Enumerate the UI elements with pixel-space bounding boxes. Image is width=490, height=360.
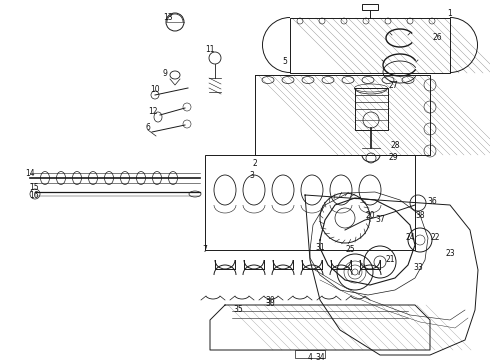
Text: 23: 23 — [445, 248, 455, 257]
Text: 25: 25 — [345, 246, 355, 255]
Text: 3: 3 — [249, 171, 254, 180]
Text: 30: 30 — [265, 298, 275, 307]
Bar — [290, 18, 450, 73]
Text: 30: 30 — [265, 296, 275, 305]
Text: 21: 21 — [385, 256, 395, 265]
Bar — [205, 155, 415, 250]
Text: 36: 36 — [427, 198, 437, 207]
Text: 15: 15 — [29, 184, 39, 193]
Text: 10: 10 — [150, 85, 160, 94]
Text: 13: 13 — [163, 13, 173, 22]
Text: 6: 6 — [146, 123, 150, 132]
Text: 4: 4 — [308, 354, 313, 360]
Text: 22: 22 — [430, 233, 440, 242]
Text: 26: 26 — [432, 33, 442, 42]
Text: 12: 12 — [148, 108, 158, 117]
Text: 20: 20 — [365, 211, 375, 220]
Text: 5: 5 — [283, 58, 288, 67]
Text: 34: 34 — [315, 354, 325, 360]
Text: 14: 14 — [25, 168, 35, 177]
Text: 27: 27 — [388, 81, 398, 90]
Text: 16: 16 — [29, 192, 39, 201]
Text: 35: 35 — [233, 306, 243, 315]
Text: 24: 24 — [405, 233, 415, 242]
Text: 2: 2 — [253, 158, 257, 167]
Text: 31: 31 — [315, 243, 325, 252]
Text: 29: 29 — [388, 153, 398, 162]
Bar — [295, 350, 325, 358]
Text: 28: 28 — [390, 140, 400, 149]
Bar — [362, 4, 378, 10]
Text: 1: 1 — [448, 9, 452, 18]
Text: 37: 37 — [375, 216, 385, 225]
Text: 33: 33 — [413, 264, 423, 273]
Text: 38: 38 — [415, 211, 425, 220]
Text: 11: 11 — [205, 45, 215, 54]
Text: 7: 7 — [202, 246, 207, 255]
Text: 9: 9 — [163, 68, 168, 77]
